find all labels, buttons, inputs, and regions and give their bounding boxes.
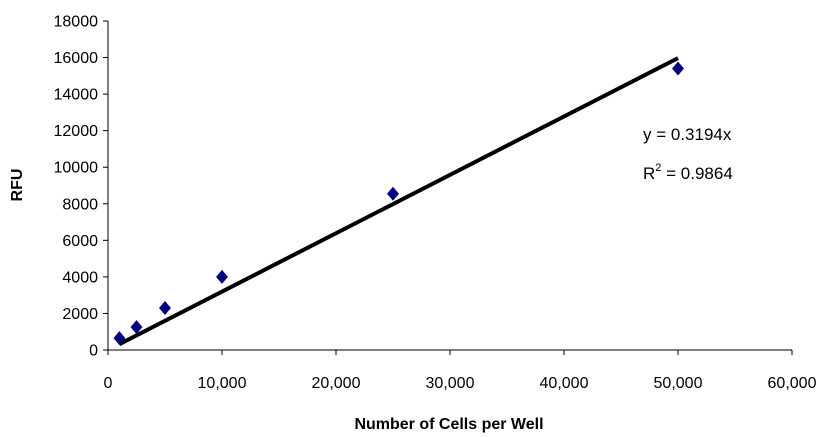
y-tick-label: 10000: [54, 160, 99, 177]
x-tick-label: 40,000: [540, 375, 589, 392]
data-point: [387, 186, 399, 201]
x-tick-label: 50,000: [654, 375, 703, 392]
y-tick-label: 2000: [62, 306, 98, 323]
data-points: [113, 61, 684, 346]
data-point: [113, 331, 126, 346]
data-point: [159, 300, 171, 315]
ticks: 0 2000 4000 6000 8000 10000 12000 14000 16000 180…: [54, 14, 817, 393]
axes: [107, 21, 792, 351]
y-tick-label: 8000: [62, 196, 98, 213]
x-tick-label: 20,000: [312, 375, 361, 392]
x-tick-label: 10,000: [198, 375, 247, 392]
data-point: [216, 269, 228, 284]
r-squared-value: = 0.9864: [661, 164, 732, 183]
y-tick-label: 18000: [54, 14, 99, 31]
y-tick-label: 16000: [54, 50, 99, 67]
x-axis-title: Number of Cells per Well: [354, 416, 543, 433]
y-tick-label: 12000: [54, 123, 99, 140]
r-squared-label: R2 = 0.9864: [643, 162, 733, 183]
y-axis-title: RFU: [9, 169, 26, 202]
r-squared-prefix: R: [643, 164, 655, 183]
data-point: [672, 61, 684, 76]
x-tick-label: 60,000: [768, 375, 817, 392]
y-tick-label: 6000: [62, 233, 98, 250]
x-tick-label: 30,000: [426, 375, 475, 392]
trendline-equation: y = 0.3194x: [643, 125, 732, 144]
trendline: [118, 56, 679, 346]
r-squared-superscript: 2: [655, 162, 661, 174]
x-tick-label: 0: [104, 375, 113, 392]
y-tick-label: 0: [89, 343, 98, 360]
y-tick-label: 14000: [54, 87, 99, 104]
trendline-layer: [118, 56, 679, 346]
data-point: [130, 320, 143, 335]
y-tick-label: 4000: [62, 269, 98, 286]
